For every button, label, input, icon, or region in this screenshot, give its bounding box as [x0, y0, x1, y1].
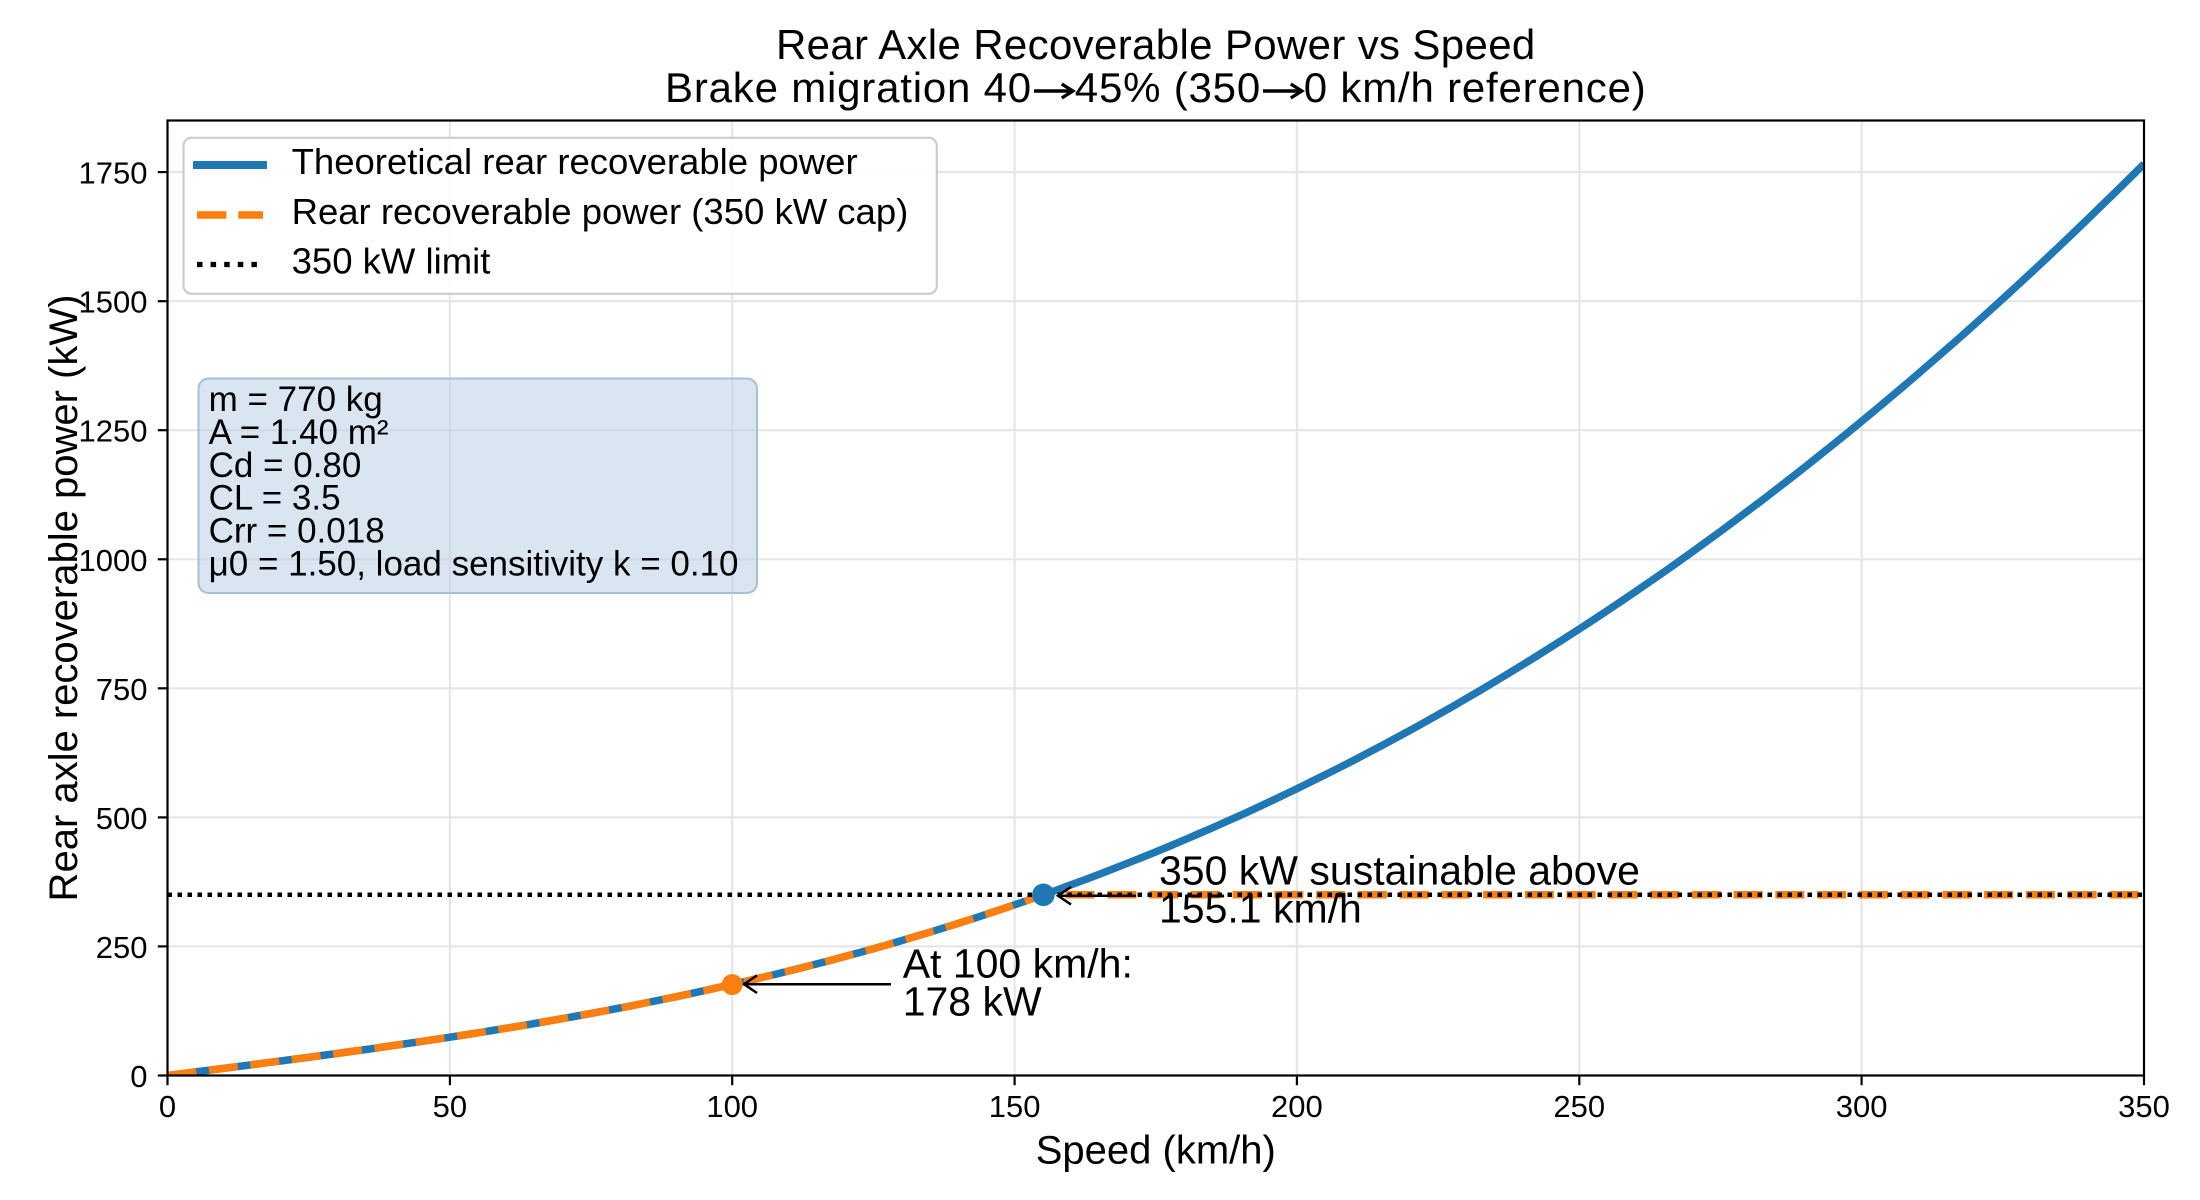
svg-text:200: 200	[1271, 1089, 1323, 1124]
svg-text:0: 0	[159, 1089, 176, 1124]
svg-text:1750: 1750	[79, 156, 148, 191]
svg-text:150: 150	[989, 1089, 1041, 1124]
svg-text:Speed (km/h): Speed (km/h)	[1036, 1129, 1276, 1173]
svg-text:μ0 = 1.50, load sensitivity k: μ0 = 1.50, load sensitivity k = 0.10	[209, 545, 739, 584]
svg-text:50: 50	[433, 1089, 467, 1124]
svg-text:Brake migration 40→45% (350→0: Brake migration 40→45% (350→0 km/h refer…	[665, 64, 1646, 111]
svg-text:155.1 km/h: 155.1 km/h	[1159, 886, 1362, 932]
svg-text:350: 350	[2118, 1089, 2170, 1124]
svg-text:At 100 km/h:: At 100 km/h:	[903, 941, 1133, 987]
svg-text:250: 250	[96, 930, 148, 965]
svg-text:350 kW limit: 350 kW limit	[292, 241, 491, 282]
svg-text:100: 100	[706, 1089, 758, 1124]
svg-text:178 kW: 178 kW	[903, 979, 1042, 1025]
svg-text:CL = 3.5: CL = 3.5	[209, 479, 341, 518]
svg-text:Crr = 0.018: Crr = 0.018	[209, 512, 385, 551]
svg-text:750: 750	[96, 672, 148, 707]
svg-text:1500: 1500	[79, 285, 148, 320]
svg-text:300: 300	[1836, 1089, 1888, 1124]
svg-text:350 kW sustainable above: 350 kW sustainable above	[1159, 848, 1640, 894]
svg-text:Rear Axle Recoverable Power vs: Rear Axle Recoverable Power vs Speed	[776, 21, 1536, 68]
svg-text:1000: 1000	[79, 543, 148, 578]
svg-text:0: 0	[130, 1059, 147, 1094]
svg-text:1250: 1250	[79, 414, 148, 449]
svg-text:500: 500	[96, 801, 148, 836]
svg-text:Theoretical rear recoverable p: Theoretical rear recoverable power	[292, 141, 858, 182]
svg-text:250: 250	[1553, 1089, 1605, 1124]
svg-text:m = 770 kg: m = 770 kg	[209, 380, 383, 419]
svg-text:Cd = 0.80: Cd = 0.80	[209, 446, 362, 485]
svg-text:Rear axle recoverable power (k: Rear axle recoverable power (kW)	[42, 295, 86, 902]
svg-text:Rear recoverable power (350 kW: Rear recoverable power (350 kW cap)	[292, 191, 909, 232]
svg-text:A = 1.40 m²: A = 1.40 m²	[209, 413, 389, 452]
